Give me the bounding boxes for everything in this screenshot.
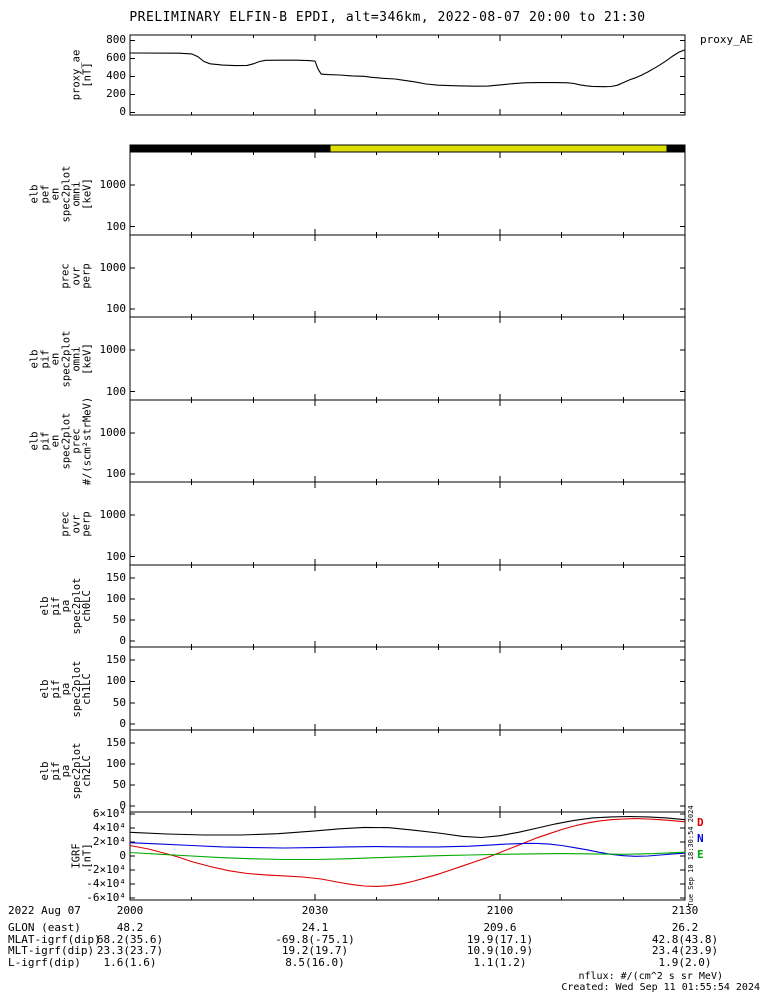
series-proxy_AE xyxy=(129,49,686,88)
panel-frame-elb_pif_en_spec2plot_omni xyxy=(129,316,686,401)
series-total xyxy=(129,815,686,839)
time-tick-label: 2000 xyxy=(116,904,144,917)
ytick-label-igrf: -6×10⁴ xyxy=(86,890,126,904)
var-row-value: 19.9(17.1) xyxy=(466,932,534,946)
panel-frame-prec_ovr_perp_1 xyxy=(129,234,686,318)
panel-ylabel-elb_pif_pa_spec2plot_ch2LC: elb pif pa spec2plot ch2LC xyxy=(38,742,93,800)
ytick-label-igrf: 4×10⁴ xyxy=(92,821,126,835)
ytick-label-proxy_ae: 200 xyxy=(106,87,126,101)
ytick-label-proxy_ae: 800 xyxy=(106,33,126,47)
side-timestamp: Tue Sep 10 18:30:54 2024 xyxy=(687,805,695,907)
var-row-label: GLON (east) xyxy=(8,921,81,934)
series-N xyxy=(129,842,686,857)
var-row-value: 10.9(10.9) xyxy=(466,944,534,957)
var-row-value: 23.3(23.7) xyxy=(96,944,164,957)
var-row-value: 8.5(16.0) xyxy=(285,955,345,969)
state-bar-segment-1 xyxy=(330,145,667,152)
ytick-label-elb_pif_pa_spec2plot_ch1LC: 0 xyxy=(119,717,126,731)
panel-frame-proxy_ae xyxy=(129,34,686,116)
var-row-value: 26.2 xyxy=(671,921,699,934)
ytick-label-proxy_ae: 400 xyxy=(106,69,126,83)
ytick-label-prec_ovr_perp_2: 100 xyxy=(106,549,126,563)
var-row-value: 24.1 xyxy=(301,921,329,934)
var-row-value: 1.6(1.6) xyxy=(103,955,157,969)
state-bar-segment-0 xyxy=(130,145,331,152)
ytick-label-elb_pif_pa_spec2plot_ch0LC: 150 xyxy=(106,571,126,585)
ytick-label-proxy_ae: 600 xyxy=(106,51,126,65)
ytick-label-elb_pif_pa_spec2plot_ch0LC: 0 xyxy=(119,634,126,648)
ytick-label-elb_pef_en_spec2plot_omni: 1000 xyxy=(99,178,127,192)
var-row-value: 209.6 xyxy=(483,921,517,934)
time-tick-label: 2130 xyxy=(671,904,699,917)
ytick-label-elb_pif_en_spec2plot_prec: 1000 xyxy=(99,425,127,439)
panel-ylabel-elb_pef_en_spec2plot_omni: elb pef en spec2plot omni [keV] xyxy=(28,165,93,222)
date-label: 2022 Aug 07 xyxy=(8,904,81,917)
legend-letter-D: D xyxy=(697,816,704,829)
ytick-label-elb_pif_pa_spec2plot_ch0LC: 100 xyxy=(106,592,126,606)
created-note: Created: Wed Sep 11 01:55:54 2024 xyxy=(561,982,760,993)
var-row-value: 42.8(43.8) xyxy=(651,932,719,946)
panel-ylabel-elb_pif_en_spec2plot_omni: elb pif en spec2plot omni [keV] xyxy=(28,330,93,387)
panel-ylabel-elb_pif_pa_spec2plot_ch1LC: elb pif pa spec2plot ch1LC xyxy=(38,660,93,717)
series-D xyxy=(129,818,686,887)
ytick-label-elb_pef_en_spec2plot_omni: 100 xyxy=(106,219,126,233)
legend-letter-E: E xyxy=(697,848,704,861)
panel-ylabel-igrf: IGRF [nT] xyxy=(70,843,93,869)
panel-ylabel-prec_ovr_perp_2: prec ovr perp xyxy=(59,510,93,537)
ytick-label-prec_ovr_perp_1: 1000 xyxy=(99,260,127,274)
plot-title: PRELIMINARY ELFIN-B EPDI, alt=346km, 202… xyxy=(129,10,646,25)
panel-frame-elb_pef_en_spec2plot_omni xyxy=(129,151,686,236)
panel-frame-elb_pif_en_spec2plot_prec xyxy=(129,399,686,483)
ytick-label-elb_pif_pa_spec2plot_ch2LC: 100 xyxy=(106,757,126,771)
panel-frame-elb_pif_pa_spec2plot_ch0LC xyxy=(129,564,686,648)
var-row-value: 23.4(23.9) xyxy=(651,944,719,957)
var-row-value: 48.2 xyxy=(116,921,144,934)
panel-ylabel-elb_pif_pa_spec2plot_ch0LC: elb pif pa spec2plot ch0LC xyxy=(38,577,93,635)
var-row-value: 1.1(1.2) xyxy=(473,955,527,969)
ytick-label-igrf: 6×10⁴ xyxy=(92,807,126,821)
state-bar-segment-2 xyxy=(666,145,685,152)
ytick-label-igrf: -2×10⁴ xyxy=(86,862,126,876)
ytick-label-igrf: 2×10⁴ xyxy=(92,835,126,849)
ytick-label-elb_pif_pa_spec2plot_ch0LC: 50 xyxy=(112,613,126,627)
series-E xyxy=(129,851,686,861)
ytick-label-proxy_ae: 0 xyxy=(119,105,126,119)
panel-ylabel-proxy_ae: proxy_ae [nT] xyxy=(70,49,93,101)
ytick-label-elb_pif_pa_spec2plot_ch2LC: 0 xyxy=(119,799,126,813)
ytick-label-prec_ovr_perp_2: 1000 xyxy=(99,508,127,522)
panel-frame-prec_ovr_perp_2 xyxy=(129,481,686,566)
ytick-label-elb_pif_pa_spec2plot_ch2LC: 50 xyxy=(112,778,126,792)
var-row-label: MLT-igrf(dip) xyxy=(8,944,95,957)
panel-ylabel-elb_pif_en_spec2plot_prec: elb pif en spec2plot prec #/(scm²strMeV) xyxy=(28,396,93,486)
ytick-label-elb_pif_en_spec2plot_omni: 1000 xyxy=(99,343,127,357)
ytick-label-elb_pif_pa_spec2plot_ch1LC: 150 xyxy=(106,653,126,667)
panel-frame-igrf xyxy=(129,811,686,901)
panel-frame-elb_pif_pa_spec2plot_ch1LC xyxy=(129,646,686,731)
var-row-label: MLAT-igrf(dip) xyxy=(8,932,101,946)
ytick-label-elb_pif_pa_spec2plot_ch2LC: 150 xyxy=(106,736,126,750)
var-row-value: 19.2(19.7) xyxy=(281,944,349,957)
ytick-label-prec_ovr_perp_1: 100 xyxy=(106,301,126,315)
ytick-label-igrf: 0 xyxy=(119,849,126,862)
time-tick-label: 2030 xyxy=(301,904,329,917)
ytick-label-igrf: -4×10⁴ xyxy=(86,876,126,890)
time-tick-label: 2100 xyxy=(486,904,514,917)
var-row-label: L-igrf(dip) xyxy=(8,955,81,969)
var-row-value: 68.2(35.6) xyxy=(96,932,164,946)
var-row-value: 1.9(2.0) xyxy=(658,955,712,969)
panel-frame-elb_pif_pa_spec2plot_ch2LC xyxy=(129,729,686,813)
nflux-units-note: nflux: #/(cm^2 s sr MeV) xyxy=(578,971,724,982)
ytick-label-elb_pif_pa_spec2plot_ch1LC: 100 xyxy=(106,674,126,688)
var-row-value: -69.8(-75.1) xyxy=(275,932,355,946)
panel-ylabel-prec_ovr_perp_1: prec ovr perp xyxy=(59,263,93,289)
proxy-ae-right-label: proxy_AE xyxy=(700,33,753,46)
ytick-label-elb_pif_en_spec2plot_omni: 100 xyxy=(106,384,126,398)
legend-letter-N: N xyxy=(697,832,704,845)
ytick-label-elb_pif_pa_spec2plot_ch1LC: 50 xyxy=(112,695,126,709)
ytick-label-elb_pif_en_spec2plot_prec: 100 xyxy=(106,466,126,480)
